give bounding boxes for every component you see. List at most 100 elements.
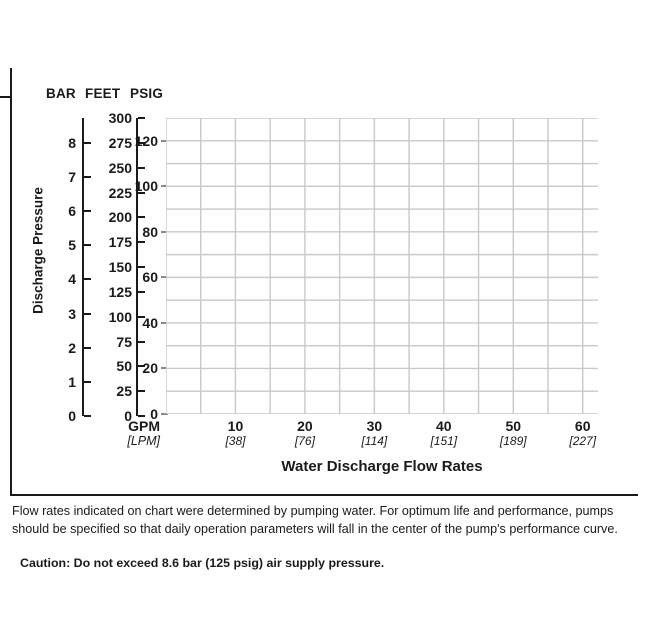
feet-tick-label: 175 — [108, 234, 132, 251]
x-tick: 10 [38] — [200, 418, 270, 449]
x-tick-lpm: [189] — [499, 434, 527, 448]
plot-background — [166, 118, 598, 414]
x-tick-lpm: [114] — [361, 434, 388, 448]
feet-tick — [138, 241, 145, 244]
bar-tick-label: 6 — [68, 203, 76, 220]
bar-tick-label: 0 — [68, 408, 76, 424]
psig-tick — [161, 139, 168, 142]
bar-tick — [84, 141, 91, 144]
left-border-tick — [0, 96, 11, 98]
bar-axis: 0 1 2 3 4 5 6 7 8 — [46, 118, 91, 424]
bar-tick-label: 4 — [68, 271, 76, 288]
x-tick-lpm: [76] — [294, 434, 315, 448]
bar-tick — [84, 312, 91, 315]
feet-tick — [138, 141, 145, 144]
footnote-main: Flow rates indicated on chart were deter… — [12, 504, 618, 536]
feet-tick — [138, 166, 145, 169]
feet-tick-label: 125 — [108, 283, 132, 300]
x-tick-gpm: 20 — [297, 418, 313, 434]
psig-tick — [161, 321, 168, 324]
feet-tick — [138, 415, 145, 417]
x-axis-title: Water Discharge Flow Rates — [281, 458, 483, 475]
scale-header-feet: FEET — [85, 86, 121, 101]
x-tick-lpm: [38] — [225, 434, 246, 448]
x-unit-gpm: GPM — [128, 418, 160, 434]
feet-axis-spine — [136, 118, 138, 416]
grid — [166, 118, 598, 414]
x-axis-unit-header: GPM [LPM] — [84, 418, 160, 449]
psig-tick-label: 120 — [134, 132, 158, 149]
feet-tick — [138, 365, 145, 368]
scale-headers: BAR FEET PSIG — [46, 86, 166, 104]
plot-area — [166, 118, 598, 414]
psig-tick — [161, 367, 168, 370]
y-axis-title: Discharge Pressure — [30, 187, 46, 314]
psig-tick-label: 40 — [142, 314, 158, 331]
feet-tick-label: 250 — [108, 159, 132, 176]
feet-tick — [138, 216, 145, 219]
bar-tick-label: 7 — [68, 168, 76, 185]
left-border-rule — [10, 68, 12, 495]
x-tick-lpm: [151] — [430, 434, 458, 448]
scale-header-bar: BAR — [46, 86, 76, 101]
feet-tick-label: 275 — [108, 134, 132, 151]
performance-curves-svg — [166, 118, 598, 414]
bar-tick-label: 5 — [68, 237, 76, 254]
psig-tick — [161, 413, 168, 415]
feet-tick — [138, 117, 145, 119]
x-tick-lpm: [227] — [569, 434, 597, 448]
bar-tick — [84, 175, 91, 178]
x-tick-gpm: 40 — [436, 418, 452, 434]
x-tick: 60 [227] — [548, 418, 618, 449]
feet-tick — [138, 340, 145, 343]
feet-tick-label: 0 — [124, 408, 132, 424]
psig-axis: 0 20 40 60 80 100 120 — [118, 118, 168, 422]
x-tick-gpm: 10 — [227, 418, 244, 434]
x-tick-gpm: 30 — [366, 418, 383, 434]
psig-tick-label: 0 — [150, 406, 158, 422]
psig-tick — [161, 230, 168, 233]
footnote-caution: Caution: Do not exceed 8.6 bar (125 psig… — [20, 556, 385, 570]
feet-tick — [138, 315, 145, 318]
bar-tick — [84, 210, 91, 213]
feet-tick — [138, 290, 145, 293]
feet-tick-label: 75 — [116, 333, 132, 350]
x-tick: 40 [151] — [409, 418, 479, 449]
bar-tick-label: 8 — [68, 134, 76, 151]
x-tick: 30 [114] — [339, 418, 409, 449]
psig-tick-label: 80 — [142, 223, 158, 240]
psig-tick — [161, 276, 168, 279]
feet-tick-label: 150 — [108, 259, 132, 275]
x-unit-lpm: [LPM] — [127, 434, 160, 448]
bar-tick-label: 2 — [68, 339, 76, 356]
bar-tick — [84, 380, 91, 383]
bar-tick — [84, 244, 91, 247]
feet-tick-label: 200 — [108, 209, 132, 226]
bar-axis-spine — [82, 118, 84, 416]
feet-tick-label: 100 — [108, 308, 132, 325]
bar-tick — [84, 278, 91, 281]
bar-tick — [84, 346, 91, 349]
feet-tick-label: 300 — [108, 110, 132, 126]
feet-tick-label: 225 — [108, 184, 132, 201]
x-tick-gpm: 50 — [505, 418, 522, 434]
x-tick: 50 [189] — [478, 418, 548, 449]
feet-tick-label: 25 — [116, 383, 132, 400]
psig-tick-label: 20 — [142, 360, 158, 377]
x-tick: 20 [76] — [270, 418, 340, 449]
feet-tick-label: 50 — [116, 358, 132, 375]
feet-tick — [138, 191, 145, 194]
psig-tick — [161, 185, 168, 188]
x-axis-ticks: 10 [38] 20 [76] 30 [114] 40 [151] 50 [189] 60 [227] — [0, 418, 650, 462]
bottom-border-rule — [10, 494, 638, 496]
x-tick-gpm: 60 — [574, 418, 591, 434]
feet-axis: 0 25 50 75 100 125 150 175 200 225 250 275 300 — [92, 110, 145, 424]
bar-tick-label: 1 — [68, 373, 76, 390]
bar-tick — [84, 415, 91, 417]
feet-tick — [138, 266, 145, 268]
psig-tick-label: 100 — [134, 178, 158, 195]
scale-header-psig: PSIG — [130, 86, 164, 101]
bar-tick-label: 3 — [68, 305, 76, 322]
feet-tick — [138, 390, 145, 393]
